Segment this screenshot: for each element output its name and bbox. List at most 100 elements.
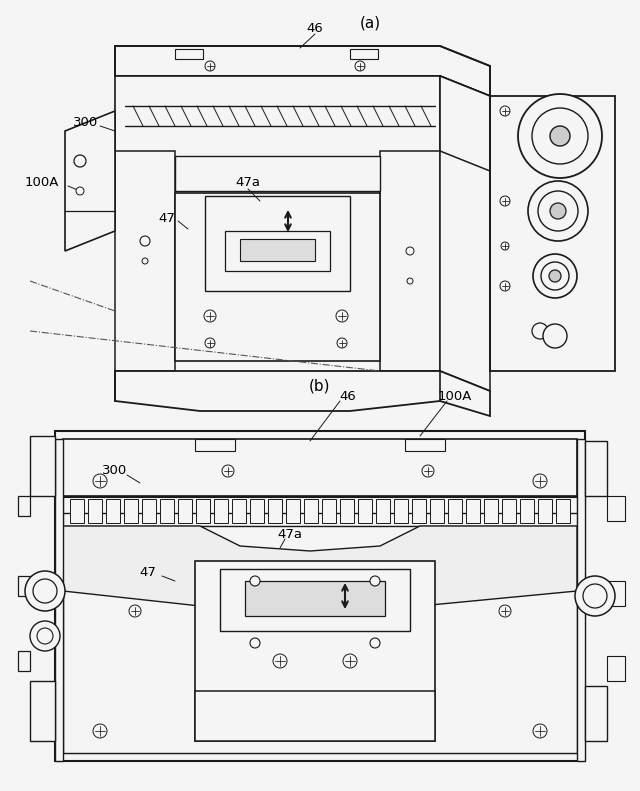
Circle shape [76, 187, 84, 195]
Bar [124, 499, 138, 523]
Bar [268, 499, 282, 523]
Circle shape [500, 196, 510, 206]
Circle shape [501, 242, 509, 250]
Bar [585, 686, 607, 741]
Bar [350, 49, 378, 59]
Text: 47a: 47a [236, 176, 260, 190]
Bar [205, 196, 350, 291]
Polygon shape [380, 151, 440, 371]
Circle shape [140, 236, 150, 246]
Text: 47a: 47a [278, 528, 303, 540]
Circle shape [533, 474, 547, 488]
Polygon shape [115, 76, 440, 231]
Bar [322, 499, 336, 523]
Circle shape [533, 254, 577, 298]
Bar [232, 499, 246, 523]
Bar [585, 441, 607, 496]
Circle shape [370, 576, 380, 586]
Text: (b): (b) [309, 379, 331, 393]
Circle shape [422, 465, 434, 477]
Circle shape [74, 155, 86, 167]
Bar [448, 499, 462, 523]
Circle shape [500, 106, 510, 116]
Circle shape [204, 310, 216, 322]
Bar [556, 499, 570, 523]
Text: 300: 300 [74, 116, 99, 130]
Circle shape [575, 576, 615, 616]
Bar [538, 499, 552, 523]
Text: 100A: 100A [438, 389, 472, 403]
Bar [106, 499, 120, 523]
Text: (a): (a) [360, 16, 381, 31]
Bar [466, 499, 480, 523]
Bar [250, 499, 264, 523]
Polygon shape [115, 151, 175, 371]
Circle shape [550, 126, 570, 146]
Bar [502, 499, 516, 523]
Circle shape [205, 338, 215, 348]
Circle shape [499, 605, 511, 617]
Bar [304, 499, 318, 523]
Bar [484, 499, 498, 523]
Circle shape [532, 323, 548, 339]
Text: 300: 300 [102, 464, 127, 478]
Text: 46: 46 [340, 389, 356, 403]
Circle shape [129, 605, 141, 617]
Circle shape [33, 579, 57, 603]
Circle shape [30, 621, 60, 651]
Circle shape [538, 191, 578, 231]
Circle shape [336, 310, 348, 322]
Polygon shape [195, 691, 435, 741]
Polygon shape [577, 439, 585, 761]
Text: 100A: 100A [25, 176, 59, 190]
Polygon shape [63, 526, 577, 621]
Bar [175, 49, 203, 59]
Circle shape [142, 258, 148, 264]
Circle shape [583, 584, 607, 608]
Circle shape [93, 474, 107, 488]
Bar [160, 499, 174, 523]
Circle shape [250, 638, 260, 648]
Circle shape [250, 576, 260, 586]
Bar [214, 499, 228, 523]
Bar [142, 499, 156, 523]
Bar [55, 431, 585, 761]
Bar [196, 499, 210, 523]
Circle shape [407, 278, 413, 284]
Circle shape [406, 247, 414, 255]
Circle shape [355, 61, 365, 71]
Bar [240, 239, 315, 261]
Polygon shape [440, 151, 490, 391]
Bar [225, 231, 330, 271]
Bar [63, 439, 577, 753]
Bar [405, 439, 445, 451]
Circle shape [528, 181, 588, 241]
Circle shape [93, 724, 107, 738]
Bar [245, 581, 385, 616]
Bar [358, 499, 372, 523]
Circle shape [550, 203, 566, 219]
Bar [376, 499, 390, 523]
Bar [607, 496, 625, 521]
Polygon shape [175, 193, 380, 361]
Polygon shape [115, 46, 490, 96]
Bar [178, 499, 192, 523]
Bar [30, 681, 55, 741]
Bar [88, 499, 102, 523]
Bar [430, 499, 444, 523]
Polygon shape [440, 76, 490, 251]
Polygon shape [63, 526, 577, 753]
Circle shape [37, 628, 53, 644]
Circle shape [518, 94, 602, 178]
Bar [340, 499, 354, 523]
Bar [18, 496, 30, 516]
Circle shape [343, 654, 357, 668]
Circle shape [533, 724, 547, 738]
Polygon shape [195, 561, 435, 741]
Polygon shape [63, 439, 577, 496]
Polygon shape [115, 371, 490, 416]
Circle shape [205, 61, 215, 71]
Bar [30, 436, 55, 496]
Bar [607, 581, 625, 606]
Text: 46: 46 [307, 22, 323, 36]
